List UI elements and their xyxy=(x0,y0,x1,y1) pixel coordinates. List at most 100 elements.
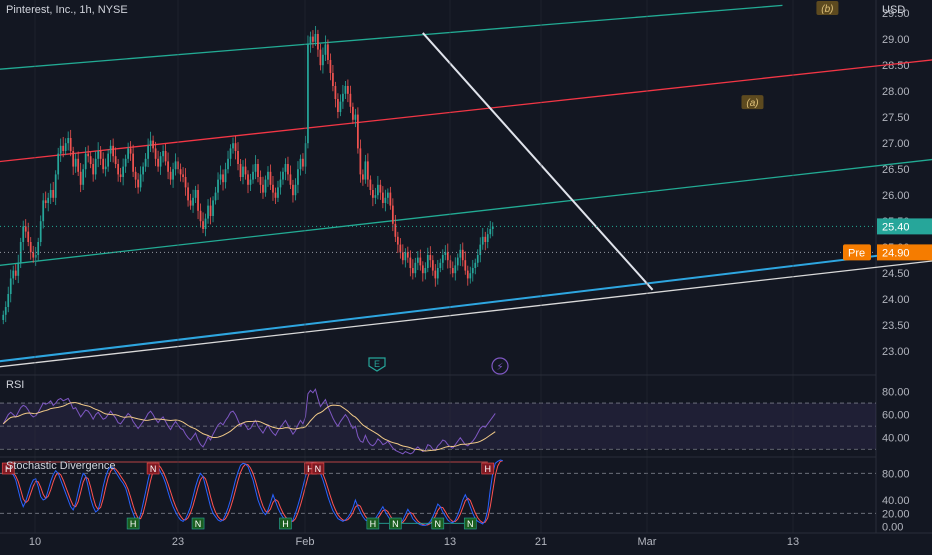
wave-label-box xyxy=(741,95,764,110)
candle-body xyxy=(127,148,129,159)
candle-body xyxy=(174,161,177,170)
candle-body xyxy=(47,197,50,203)
candle-body xyxy=(399,244,402,253)
time-tick-label: 21 xyxy=(535,536,547,548)
candle-body xyxy=(87,153,90,157)
candle-body xyxy=(9,278,12,294)
candle-body xyxy=(17,262,20,276)
divergence-marker-label: N xyxy=(392,519,399,529)
price-tick-label: 27.50 xyxy=(882,112,910,124)
divergence-low-marker xyxy=(431,517,445,530)
candle-body xyxy=(406,252,409,258)
candle-body xyxy=(344,86,347,94)
candle-body xyxy=(132,153,134,172)
candle-body xyxy=(411,268,414,274)
candle-body xyxy=(259,177,262,185)
candle-body xyxy=(7,294,10,307)
candle-body xyxy=(157,158,159,167)
candle-body xyxy=(64,143,67,151)
candle-body xyxy=(107,153,110,167)
candle-body xyxy=(451,268,454,274)
rsi-tick-label: 40.00 xyxy=(882,433,910,445)
channel-line-lower-green xyxy=(0,158,932,266)
candle-body xyxy=(192,197,194,206)
candle-body xyxy=(339,101,342,112)
candle-body xyxy=(419,257,422,266)
channel-line-support-white xyxy=(0,260,932,368)
wave-label: (a) xyxy=(746,98,758,109)
candle-body xyxy=(386,192,389,198)
candle-body xyxy=(439,262,442,268)
divergence-low-marker xyxy=(279,517,292,530)
candle-body xyxy=(277,187,279,198)
time-tick-label: Feb xyxy=(296,536,315,548)
candle-body xyxy=(22,226,25,242)
candle-body xyxy=(394,223,397,237)
candle-body xyxy=(117,164,120,175)
candle-body xyxy=(82,169,85,185)
candle-body xyxy=(109,145,112,154)
divergence-low-marker xyxy=(366,517,380,530)
candle-body xyxy=(322,54,324,66)
time-tick-label: Mar xyxy=(638,536,657,548)
candle-body xyxy=(67,138,70,144)
candle-body xyxy=(409,257,412,268)
candle-body xyxy=(32,252,35,258)
candle-body xyxy=(401,252,404,261)
wave-label: (b) xyxy=(821,4,833,15)
candle-body xyxy=(114,156,117,164)
candle-body xyxy=(486,234,489,242)
divergence-marker-label: H xyxy=(485,464,492,474)
candle-body xyxy=(357,114,359,149)
candle-body xyxy=(232,143,234,149)
candle-body xyxy=(99,151,102,159)
candle-body xyxy=(441,255,444,263)
candle-body xyxy=(139,174,142,188)
candle-body xyxy=(391,205,394,224)
candle-body xyxy=(187,187,189,201)
candle-body xyxy=(162,151,164,157)
candle-body xyxy=(147,145,149,159)
candle-body xyxy=(154,148,157,159)
candle-body xyxy=(424,268,427,274)
candle-body xyxy=(337,99,339,112)
candle-body xyxy=(342,93,344,102)
price-tick-label: 26.00 xyxy=(882,190,910,202)
candle-body xyxy=(142,166,144,175)
stochastic-title: Stochastic Divergence xyxy=(6,460,116,472)
candle-body xyxy=(456,257,459,266)
candle-body xyxy=(364,161,367,180)
candle-body xyxy=(349,93,352,107)
candle-body xyxy=(134,171,137,180)
candle-body xyxy=(254,164,257,172)
earnings-icon xyxy=(368,357,386,372)
candle-body xyxy=(4,307,7,315)
candle-body xyxy=(242,166,244,177)
channel-line-downtrend xyxy=(422,32,654,291)
dividend-icon xyxy=(491,357,509,375)
candle-body xyxy=(249,179,252,185)
candle-body xyxy=(332,73,334,86)
candle-body xyxy=(491,226,494,229)
candle-body xyxy=(89,156,92,164)
candle-body xyxy=(207,205,209,219)
candle-body xyxy=(2,314,5,320)
stoch-tick-label: 40.00 xyxy=(882,495,910,507)
candle-body xyxy=(129,148,132,154)
channel-line-upper-green xyxy=(0,4,783,70)
candle-body xyxy=(122,166,125,177)
candle-body xyxy=(194,190,197,198)
candle-body xyxy=(454,265,457,274)
candle-body xyxy=(287,164,289,175)
candle-body xyxy=(371,190,374,198)
candle-body xyxy=(379,184,382,193)
candle-body xyxy=(471,268,474,274)
candle-body xyxy=(159,156,162,167)
candle-body xyxy=(431,260,434,271)
rsi-line xyxy=(2,388,496,455)
candle-body xyxy=(79,171,82,185)
candle-body xyxy=(264,179,267,193)
candle-body xyxy=(74,158,77,167)
